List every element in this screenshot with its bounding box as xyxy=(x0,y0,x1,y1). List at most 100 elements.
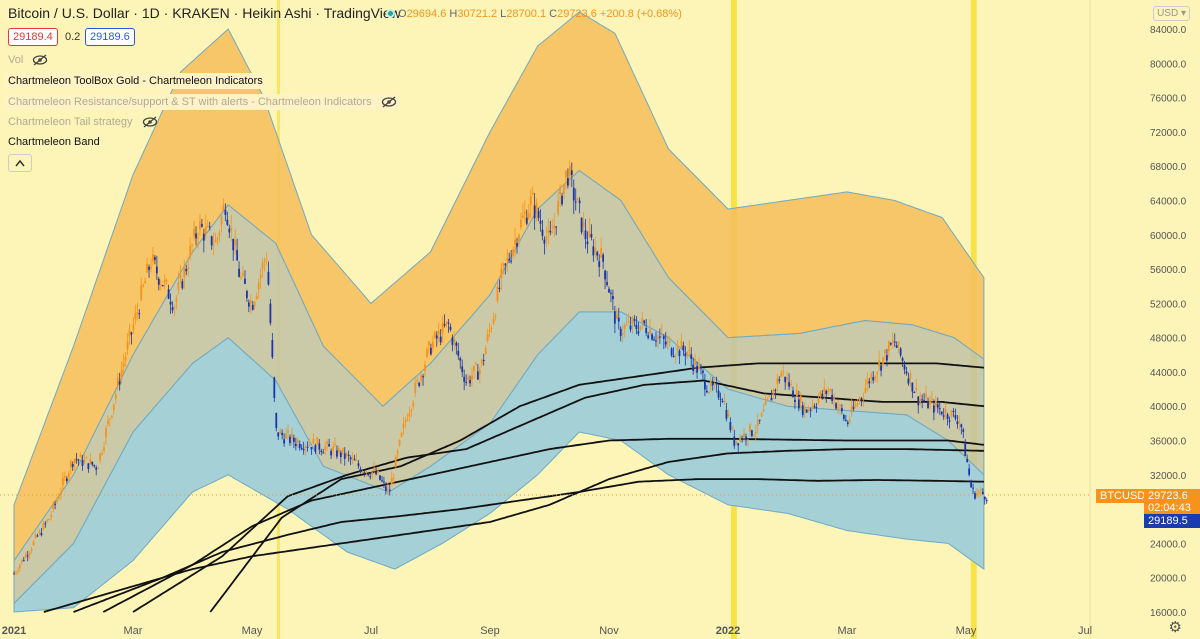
candle xyxy=(488,329,491,332)
candle xyxy=(328,444,331,447)
candle xyxy=(246,291,248,299)
candle xyxy=(46,519,49,522)
candle xyxy=(866,379,869,384)
candle xyxy=(613,311,616,324)
candle xyxy=(234,239,237,246)
eye-off-icon[interactable] xyxy=(142,116,158,128)
candle xyxy=(114,394,117,400)
candle xyxy=(232,238,235,251)
candle xyxy=(17,571,19,573)
bar-countdown: 02:04:43 xyxy=(1144,501,1200,515)
ohlc-open: 29694.6 xyxy=(406,8,447,20)
indicator-tail-strategy[interactable]: Chartmeleon Tail strategy xyxy=(6,114,160,130)
candle xyxy=(835,403,837,409)
candle xyxy=(496,286,499,302)
moving-average-line xyxy=(73,478,984,613)
candle xyxy=(821,393,824,397)
collapse-legend-button[interactable] xyxy=(8,154,32,172)
candle xyxy=(349,457,352,460)
candle xyxy=(921,399,924,401)
candle xyxy=(944,409,947,414)
candle xyxy=(146,263,148,273)
candle xyxy=(236,250,239,261)
candle xyxy=(815,407,818,409)
candle xyxy=(717,390,720,398)
candle xyxy=(191,244,194,246)
candle xyxy=(105,428,107,438)
candle xyxy=(923,400,926,402)
candle xyxy=(291,433,293,439)
moving-average-layer xyxy=(43,362,984,613)
candle xyxy=(494,315,497,318)
candle xyxy=(919,398,922,403)
indicator-vol[interactable]: Vol xyxy=(6,52,50,68)
eye-off-icon[interactable] xyxy=(381,96,397,108)
candle xyxy=(386,488,389,490)
candle xyxy=(960,424,963,428)
candle xyxy=(952,411,955,413)
candle xyxy=(827,390,830,393)
candle xyxy=(361,471,364,473)
candle xyxy=(224,209,227,215)
candle xyxy=(437,330,440,335)
candle xyxy=(476,371,479,380)
candle xyxy=(85,457,88,459)
buy-price-button[interactable]: 29189.6 xyxy=(85,28,135,46)
candle xyxy=(750,430,753,436)
time-tick-label: Mar xyxy=(838,625,857,637)
candle xyxy=(817,398,820,403)
candle xyxy=(723,401,726,403)
candle xyxy=(439,336,442,343)
candle xyxy=(32,541,35,546)
candle xyxy=(643,320,646,323)
price-axis[interactable]: 84000.0 80000.0 76000.0 72000.0 68000.0 64000… xyxy=(1150,25,1187,619)
time-axis[interactable]: 2021 Mar May Jul Sep Nov 2022 Mar May Jul xyxy=(2,625,1092,637)
candle xyxy=(584,230,587,240)
candle xyxy=(549,230,552,233)
candle xyxy=(704,381,706,390)
candle xyxy=(938,408,941,410)
candle xyxy=(167,289,170,299)
candle xyxy=(713,383,716,385)
interval[interactable]: 1D xyxy=(141,5,160,21)
currency-button[interactable]: USD ▾ xyxy=(1153,6,1190,21)
candle xyxy=(615,313,618,319)
candle xyxy=(633,319,636,321)
candle xyxy=(978,491,980,493)
candle xyxy=(318,443,321,450)
candle xyxy=(535,203,538,212)
indicator-toolbox-gold[interactable]: Chartmeleon ToolBox Gold - Chartmeleon I… xyxy=(6,73,265,89)
indicator-band[interactable]: Chartmeleon Band xyxy=(6,134,102,150)
candle xyxy=(345,453,348,457)
market-status-icon xyxy=(386,9,395,18)
candle xyxy=(514,239,516,245)
sell-price-button[interactable]: 29189.4 xyxy=(8,28,58,46)
candle xyxy=(631,318,634,324)
candle xyxy=(242,273,244,276)
candle xyxy=(316,437,319,445)
candle xyxy=(621,333,624,335)
candle xyxy=(801,405,804,415)
candle xyxy=(402,423,405,429)
candle xyxy=(416,379,419,382)
gear-icon[interactable]: ⚙ xyxy=(1168,619,1182,636)
candle xyxy=(257,282,260,290)
candle xyxy=(169,301,172,305)
ohlc-low: 28700.1 xyxy=(506,8,547,20)
symbol-header[interactable]: Bitcoin / U.S. Dollar · 1D · KRAKEN · He… xyxy=(8,5,401,21)
eye-off-icon[interactable] xyxy=(32,54,48,66)
candle xyxy=(302,449,305,451)
candle xyxy=(752,435,755,437)
candle xyxy=(766,399,769,401)
candle xyxy=(754,432,757,434)
candle xyxy=(420,375,423,381)
band-layer xyxy=(13,11,985,613)
candle xyxy=(909,373,912,379)
candle xyxy=(721,400,724,403)
candle xyxy=(259,274,262,279)
candle xyxy=(132,324,135,330)
candle xyxy=(760,413,763,417)
indicator-resistance-support[interactable]: Chartmeleon Resistance/support & ST with… xyxy=(6,94,399,111)
candle xyxy=(764,401,767,406)
